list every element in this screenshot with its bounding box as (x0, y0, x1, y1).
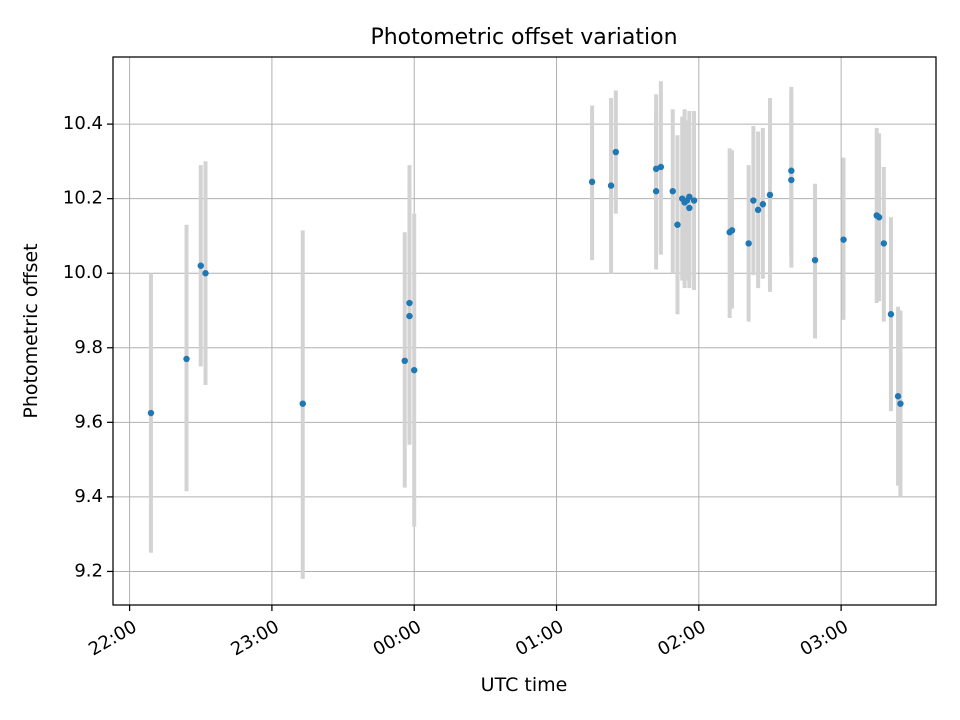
data-point (588, 178, 596, 186)
y-tick-label: 10.2 (63, 188, 103, 209)
data-point (406, 299, 413, 307)
data-point (766, 191, 774, 199)
data-point (669, 188, 676, 195)
data-point (401, 357, 408, 365)
data-point (147, 409, 155, 417)
y-tick-label: 9.4 (74, 486, 103, 507)
y-tick-label: 10.0 (63, 262, 103, 283)
y-axis-label: Photometric offset (20, 243, 42, 418)
data-point (759, 201, 767, 208)
y-tick-label: 9.2 (74, 560, 103, 581)
data-point (183, 355, 190, 363)
data-point (690, 197, 698, 204)
data-point (811, 256, 819, 264)
data-point (894, 393, 902, 400)
data-point (652, 188, 660, 195)
data-point (728, 227, 736, 234)
data-point (607, 182, 615, 189)
data-point (686, 193, 693, 200)
data-point (299, 400, 306, 407)
data-point (788, 176, 795, 184)
data-point (406, 312, 413, 320)
data-point (750, 197, 757, 204)
data-point (612, 148, 620, 156)
data-point (875, 214, 883, 221)
data-point (840, 236, 847, 243)
data-point (657, 163, 665, 171)
data-point (411, 366, 418, 374)
data-point (686, 204, 693, 212)
data-point (197, 262, 204, 269)
data-point (754, 206, 762, 214)
y-axis-ticks: 9.2 9.4 9.6 9.8 10.0 10.2 10.4 (63, 113, 113, 581)
y-tick-label: 10.4 (63, 113, 103, 134)
data-point (674, 221, 681, 228)
x-axis-label: UTC time (481, 674, 568, 696)
data-point (897, 400, 904, 407)
data-point (788, 167, 795, 174)
grid (113, 57, 936, 605)
data-point (745, 240, 752, 247)
plot-frame (112, 56, 937, 606)
y-tick-label: 9.8 (74, 337, 103, 358)
data-point (887, 311, 895, 318)
data-point (880, 240, 888, 247)
chart-title: Photometric offset variation (370, 25, 677, 50)
data-points (147, 148, 904, 417)
data-point (202, 270, 209, 277)
y-tick-label: 9.6 (74, 411, 103, 432)
